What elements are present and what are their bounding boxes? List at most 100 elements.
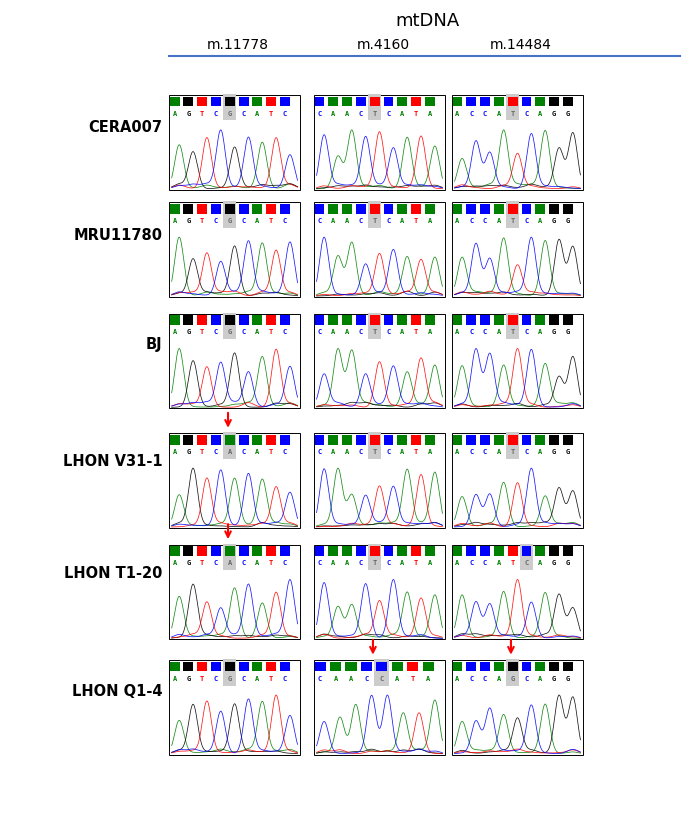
Bar <box>239 435 248 445</box>
Bar <box>535 546 545 556</box>
Bar <box>266 315 276 325</box>
Bar <box>407 662 418 672</box>
Bar <box>494 435 504 445</box>
Text: C: C <box>483 560 487 567</box>
Bar <box>506 201 520 228</box>
Bar <box>452 433 583 528</box>
Text: C: C <box>214 449 218 455</box>
Text: A: A <box>455 329 460 336</box>
Text: T: T <box>511 560 515 567</box>
Bar <box>170 97 179 106</box>
Bar <box>397 315 407 325</box>
Text: A: A <box>538 449 542 455</box>
Bar <box>184 97 193 106</box>
Bar <box>211 546 221 556</box>
Bar <box>549 97 559 106</box>
Text: A: A <box>497 329 501 336</box>
Bar <box>356 97 366 106</box>
Text: T: T <box>411 676 415 682</box>
Bar <box>480 435 490 445</box>
Text: G: G <box>186 218 190 224</box>
Bar <box>535 662 545 672</box>
Text: C: C <box>359 560 363 567</box>
Bar <box>280 97 290 106</box>
Text: C: C <box>241 560 246 567</box>
Text: T: T <box>414 111 418 117</box>
Text: A: A <box>331 449 335 455</box>
Bar <box>466 97 476 106</box>
Bar <box>184 435 193 445</box>
Bar <box>223 544 237 570</box>
Bar <box>169 314 300 408</box>
Text: C: C <box>469 111 473 117</box>
Bar <box>494 97 504 106</box>
Text: C: C <box>386 218 391 224</box>
Bar <box>397 435 407 445</box>
Text: C: C <box>386 111 391 117</box>
Bar <box>280 204 290 214</box>
Bar <box>266 97 276 106</box>
Text: C: C <box>283 329 287 336</box>
Bar <box>361 662 372 672</box>
Bar <box>253 204 262 214</box>
Text: T: T <box>414 449 418 455</box>
Text: MRU11780: MRU11780 <box>73 228 162 243</box>
Text: A: A <box>331 560 335 567</box>
Text: A: A <box>255 329 259 336</box>
Text: C: C <box>469 329 473 336</box>
Bar <box>522 435 531 445</box>
Bar <box>563 97 573 106</box>
Bar <box>356 435 366 445</box>
Bar <box>314 433 445 528</box>
Bar <box>225 546 235 556</box>
Text: G: G <box>566 676 570 682</box>
Bar <box>452 660 583 755</box>
Text: C: C <box>317 218 322 224</box>
Text: C: C <box>524 449 529 455</box>
Text: C: C <box>317 111 322 117</box>
Bar <box>384 435 393 445</box>
Text: C: C <box>483 449 487 455</box>
Bar <box>169 202 300 297</box>
Text: G: G <box>552 218 556 224</box>
Bar <box>392 662 403 672</box>
Text: T: T <box>200 329 204 336</box>
Bar <box>342 546 352 556</box>
Text: G: G <box>228 218 232 224</box>
Text: G: G <box>228 111 232 117</box>
Text: A: A <box>331 218 335 224</box>
Bar <box>266 546 276 556</box>
Text: G: G <box>552 329 556 336</box>
Bar <box>211 435 221 445</box>
Text: C: C <box>214 111 218 117</box>
Text: C: C <box>241 329 246 336</box>
Text: C: C <box>364 676 368 682</box>
Text: G: G <box>228 329 232 336</box>
Text: LHON T1-20: LHON T1-20 <box>63 566 162 581</box>
Bar <box>480 546 490 556</box>
Text: A: A <box>331 329 335 336</box>
Bar <box>253 662 262 672</box>
Bar <box>170 315 179 325</box>
Text: T: T <box>269 560 273 567</box>
Text: C: C <box>283 560 287 567</box>
Bar <box>266 662 276 672</box>
Bar <box>397 97 407 106</box>
Text: A: A <box>497 111 501 117</box>
Text: T: T <box>373 329 377 336</box>
Bar <box>425 204 435 214</box>
Bar <box>535 97 545 106</box>
Text: C: C <box>380 676 384 682</box>
Bar <box>370 204 380 214</box>
Bar <box>453 662 462 672</box>
Bar <box>508 97 518 106</box>
Text: C: C <box>483 676 487 682</box>
Bar <box>253 315 262 325</box>
Text: C: C <box>483 111 487 117</box>
Bar <box>452 544 583 639</box>
Text: C: C <box>241 676 246 682</box>
Bar <box>197 204 207 214</box>
Bar <box>184 546 193 556</box>
Text: C: C <box>318 676 322 682</box>
Bar <box>535 315 545 325</box>
